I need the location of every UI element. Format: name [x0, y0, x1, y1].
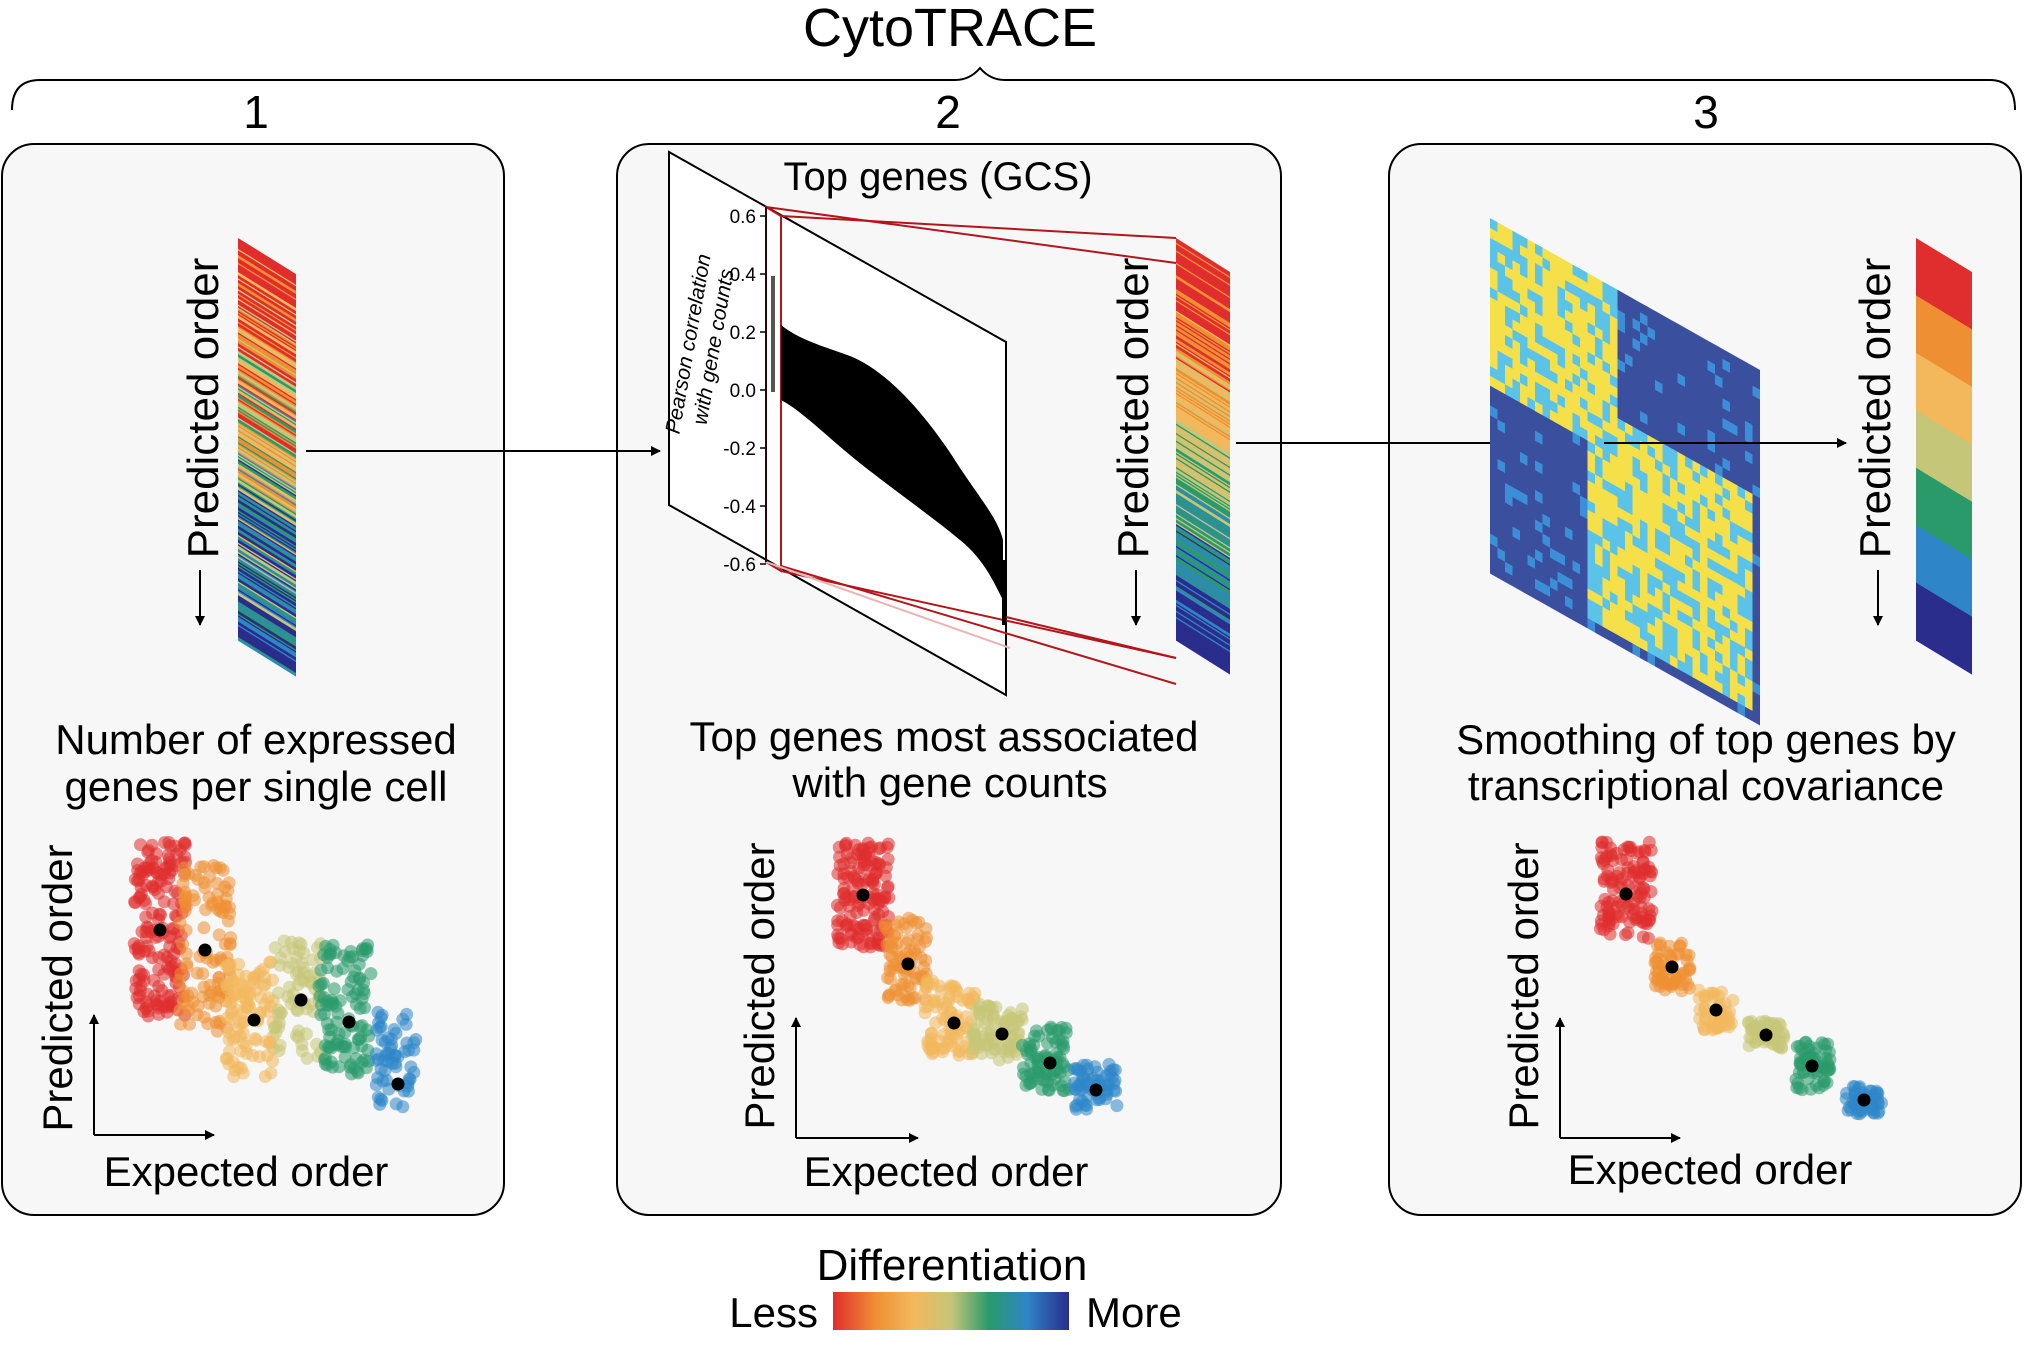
correlation-distribution	[781, 325, 1003, 600]
scatter-plot-1	[127, 836, 423, 1114]
title-brace	[11, 66, 2016, 111]
legend-title: Differentiation	[817, 1241, 1088, 1290]
axes-3	[1555, 1017, 1681, 1143]
caption-step-2-line-2: with gene counts	[791, 759, 1107, 806]
plot-title-top-genes: Top genes (GCS)	[783, 155, 1092, 199]
x-axis-label-1: Expected order	[104, 1148, 389, 1195]
legend-high-label: More	[1086, 1289, 1182, 1336]
step-1-number: 1	[243, 86, 269, 138]
caption-step-3-line-2: transcriptional covariance	[1468, 762, 1944, 809]
scatter-plot-3	[1593, 835, 1888, 1121]
scatter-plot-2	[830, 836, 1124, 1116]
predicted-order-label-3: Predicted order	[1851, 258, 1900, 626]
axes-1	[89, 1014, 215, 1140]
ytick-2: 0.2	[730, 323, 756, 344]
caption-step-1-line-1: Number of expressed	[55, 716, 457, 763]
predicted-order-label-1: Predicted order	[179, 258, 228, 626]
caption-step-3-line-1: Smoothing of top genes by	[1456, 716, 1956, 763]
ytick-5: -0.4	[723, 497, 756, 518]
smoothed-order-bar-3	[1916, 238, 1972, 675]
figure-title: CytoTRACE	[803, 0, 1097, 58]
svg-text:Predicted order: Predicted order	[1109, 258, 1158, 559]
step-3-number: 3	[1693, 86, 1719, 138]
legend-gradient-bar	[833, 1292, 1069, 1330]
y-axis-label-1: Predicted order	[34, 844, 81, 1131]
noisy-order-bar-1	[238, 238, 296, 677]
svg-text:Predicted order: Predicted order	[1851, 258, 1900, 559]
caption-step-2-line-1: Top genes most associated	[690, 713, 1199, 760]
predicted-order-label-2: Predicted order	[1109, 258, 1158, 626]
ytick-0: 0.6	[730, 207, 756, 228]
panel-step-1	[1, 143, 505, 1216]
gcs-order-bar-2	[1176, 238, 1230, 675]
svg-text:Predicted order: Predicted order	[179, 258, 228, 559]
y-axis-label-2: Predicted order	[736, 842, 783, 1129]
ytick-1: 0.4	[730, 265, 757, 286]
legend-low-label: Less	[729, 1289, 818, 1336]
covariance-heatmap	[1490, 218, 1760, 726]
correlation-yticks: 0.6 0.4 0.2 0.0 -0.2 -0.4 -0.6	[723, 207, 766, 576]
x-axis-label-2: Expected order	[804, 1148, 1089, 1195]
step-2-number: 2	[935, 86, 961, 138]
x-axis-label-3: Expected order	[1568, 1146, 1853, 1193]
caption-step-1-line-2: genes per single cell	[65, 763, 448, 810]
ytick-4: -0.2	[723, 439, 756, 460]
axes-2	[791, 1017, 919, 1143]
ytick-3: 0.0	[730, 381, 756, 402]
ytick-6: -0.6	[723, 555, 756, 576]
y-axis-label-3: Predicted order	[1500, 842, 1547, 1129]
